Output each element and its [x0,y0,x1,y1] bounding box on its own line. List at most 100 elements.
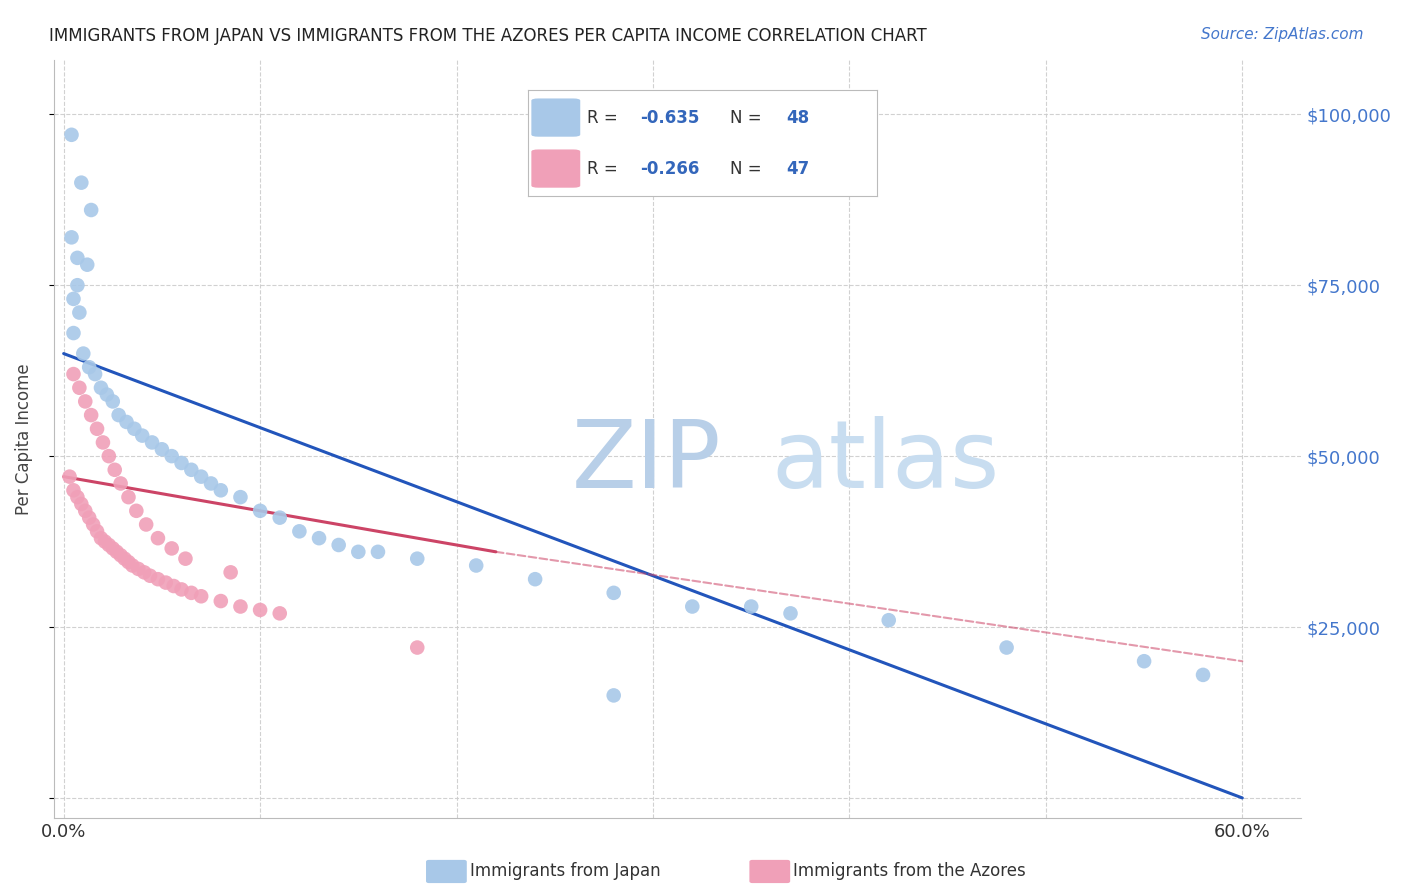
Point [163,579,186,593]
Point [60,128,83,142]
Point [67,305,90,319]
Point [115,415,138,429]
Point [72,346,94,360]
Point [97,538,120,552]
Point [117,555,139,569]
Point [80,408,103,422]
Point [75,394,97,409]
Point [1192,668,1215,682]
Point [170,456,193,470]
Point [131,428,153,442]
Point [209,483,232,498]
Point [347,545,370,559]
Point [288,524,311,539]
Point [269,607,291,621]
Point [124,422,146,436]
Point [91,435,114,450]
Point [84,367,107,381]
Point [110,476,132,491]
Point [125,504,148,518]
Point [740,599,762,614]
Point [66,278,89,293]
Point [94,534,117,549]
Point [90,381,112,395]
Point [170,582,193,597]
Point [229,490,252,504]
Point [1133,654,1156,668]
Point [62,292,84,306]
Point [62,483,84,498]
Point [62,326,84,340]
Point [602,689,624,703]
Point [60,230,83,244]
Point [249,504,271,518]
Text: Source: ZipAtlas.com: Source: ZipAtlas.com [1201,27,1364,42]
Point [602,586,624,600]
Point [141,435,163,450]
Point [524,572,547,586]
Point [121,558,143,573]
Point [75,504,97,518]
Point [101,541,124,556]
Point [90,531,112,545]
Point [80,202,103,217]
Point [86,422,108,436]
Point [82,517,104,532]
Text: atlas: atlas [770,416,1000,508]
Y-axis label: Per Capita Income: Per Capita Income [15,363,32,515]
Point [406,640,429,655]
Point [114,551,136,566]
Point [229,599,252,614]
Point [70,176,93,190]
Point [190,469,212,483]
Point [67,381,90,395]
Text: ZIP: ZIP [571,416,721,508]
Point [110,548,132,562]
Point [105,545,128,559]
Point [160,449,183,463]
Point [58,469,80,483]
Point [70,497,93,511]
Point [180,586,202,600]
Point [150,442,173,457]
Text: IMMIGRANTS FROM JAPAN VS IMMIGRANTS FROM THE AZORES PER CAPITA INCOME CORRELATIO: IMMIGRANTS FROM JAPAN VS IMMIGRANTS FROM… [49,27,927,45]
Point [308,531,330,545]
Point [249,603,271,617]
Point [465,558,488,573]
Point [134,566,156,580]
Point [96,387,118,401]
Point [160,541,183,556]
Point [101,394,124,409]
Point [62,367,84,381]
Point [104,463,127,477]
Point [328,538,350,552]
Point [995,640,1018,655]
Point [139,568,162,582]
Point [406,551,429,566]
Point [66,490,89,504]
Point [174,551,197,566]
Point [877,613,900,627]
Point [146,572,169,586]
Point [209,594,232,608]
Point [190,589,212,603]
Point [117,490,139,504]
Point [155,575,177,590]
Point [76,258,98,272]
Point [135,517,157,532]
Point [269,510,291,524]
Point [107,408,129,422]
Point [200,476,222,491]
Point [146,531,169,545]
Point [97,449,120,463]
Point [180,463,202,477]
Point [127,562,149,576]
Text: Immigrants from Japan: Immigrants from Japan [470,863,661,880]
Point [219,566,242,580]
Point [66,251,89,265]
Text: Immigrants from the Azores: Immigrants from the Azores [793,863,1026,880]
Point [367,545,389,559]
Point [77,360,100,375]
Point [86,524,108,539]
Point [77,510,100,524]
